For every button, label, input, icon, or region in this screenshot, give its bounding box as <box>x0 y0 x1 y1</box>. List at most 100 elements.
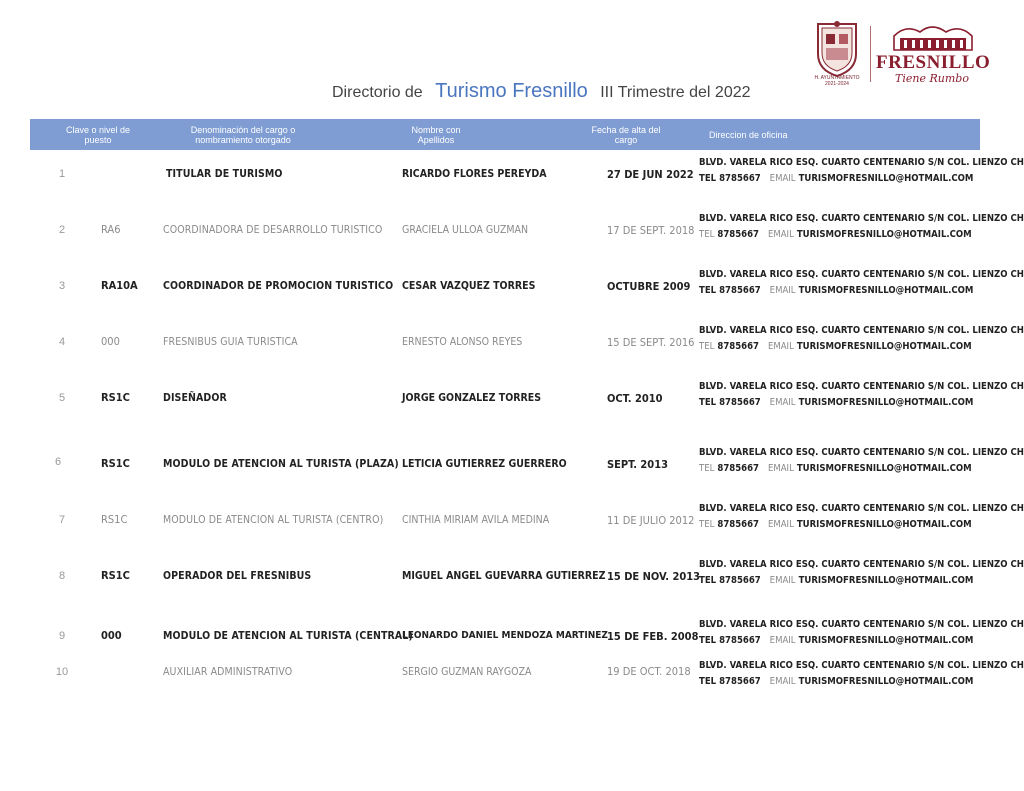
row-nombre: CESAR VAZQUEZ TORRES <box>402 280 536 292</box>
tel-value: 8785667 <box>717 341 760 352</box>
table-row: 2 RA6 COORDINADORA DE DESARROLLO TURISTI… <box>0 211 1024 251</box>
tel-label: TEL <box>699 229 715 240</box>
header-fecha: Fecha de alta del cargo <box>591 124 661 145</box>
title-suffix: III Trimestre del 2022 <box>600 84 751 101</box>
brand-logo: FRESNILLO Tiene Rumbo <box>876 22 990 92</box>
row-address: BLVD. VARELA RICO ESQ. CUARTO CENTENARIO… <box>699 559 1024 570</box>
email-label: EMAIL <box>767 519 794 530</box>
tel-value: 8785667 <box>719 173 761 184</box>
row-fecha: 15 DE SEPT. 2016 <box>607 336 695 349</box>
email-label: EMAIL <box>769 635 796 646</box>
row-contact: TEL 8785667 EMAIL TURISMOFRESNILLO@HOTMA… <box>699 633 1024 649</box>
tel-label: TEL <box>699 173 717 184</box>
header-nombre: Nombre con Apellidos <box>411 124 461 145</box>
row-cargo: AUXILIAR ADMINISTRATIVO <box>163 666 293 678</box>
tel-value: 8785667 <box>719 575 761 586</box>
table-row: 10 AUXILIAR ADMINISTRATIVO SERGIO GUZMAN… <box>0 658 1024 698</box>
row-nombre: LEONARDO DANIEL MENDOZA MARTINEZ <box>402 630 608 641</box>
tel-label: TEL <box>699 285 717 296</box>
row-direccion: BLVD. VARELA RICO ESQ. CUARTO CENTENARIO… <box>699 155 1024 187</box>
row-contact: TEL 8785667 EMAIL TURISMOFRESNILLO@HOTMA… <box>699 517 1024 533</box>
row-nombre: RICARDO FLORES PEREYDA <box>402 168 547 180</box>
row-fecha: OCTUBRE 2009 <box>607 280 691 293</box>
row-direccion: BLVD. VARELA RICO ESQ. CUARTO CENTENARIO… <box>699 267 1024 299</box>
row-clave: RS1C <box>101 457 130 470</box>
email-value: TURISMOFRESNILLO@HOTMAIL.COM <box>798 676 974 687</box>
row-nombre: SERGIO GUZMAN RAYGOZA <box>402 666 532 678</box>
tel-label: TEL <box>699 635 717 646</box>
table-row: 4 000 FRESNIBUS GUIA TURISTICA ERNESTO A… <box>0 323 1024 363</box>
email-value: TURISMOFRESNILLO@HOTMAIL.COM <box>796 463 972 474</box>
row-cargo: DISEÑADOR <box>163 392 227 404</box>
building-skyline-icon <box>893 26 973 51</box>
email-label: EMAIL <box>769 397 796 408</box>
email-value: TURISMOFRESNILLO@HOTMAIL.COM <box>798 173 974 184</box>
row-clave: RS1C <box>101 569 130 582</box>
row-cargo: MODULO DE ATENCION AL TURISTA (CENTRO) <box>163 514 384 526</box>
row-contact: TEL 8785667 EMAIL TURISMOFRESNILLO@HOTMA… <box>699 674 1024 690</box>
email-value: TURISMOFRESNILLO@HOTMAIL.COM <box>798 397 974 408</box>
row-contact: TEL 8785667 EMAIL TURISMOFRESNILLO@HOTMA… <box>699 227 1024 243</box>
row-clave: RA10A <box>101 279 138 292</box>
row-cargo: TITULAR DE TURISMO <box>166 168 283 180</box>
tel-value: 8785667 <box>717 229 760 240</box>
header-direccion: Direccion de oficina <box>709 129 788 140</box>
brand-slogan: Tiene Rumbo <box>895 72 969 85</box>
row-nombre: MIGUEL ANGEL GUEVARRA GUTIERREZ <box>402 570 606 582</box>
row-contact: TEL 8785667 EMAIL TURISMOFRESNILLO@HOTMA… <box>699 283 1024 299</box>
row-nombre: JORGE GONZALEZ TORRES <box>402 392 542 404</box>
row-number: 1 <box>58 168 66 180</box>
row-direccion: BLVD. VARELA RICO ESQ. CUARTO CENTENARIO… <box>699 323 1024 355</box>
row-fecha: 17 DE SEPT. 2018 <box>607 224 695 237</box>
row-fecha: SEPT. 2013 <box>607 458 668 471</box>
email-label: EMAIL <box>767 463 794 474</box>
row-number: 6 <box>54 456 62 468</box>
row-direccion: BLVD. VARELA RICO ESQ. CUARTO CENTENARIO… <box>699 211 1024 243</box>
row-cargo: MODULO DE ATENCION AL TURISTA (PLAZA) <box>163 458 399 470</box>
row-number: 3 <box>58 280 66 292</box>
row-number: 4 <box>58 336 66 348</box>
table-row: 8 RS1C OPERADOR DEL FRESNIBUS MIGUEL ANG… <box>0 557 1024 597</box>
row-fecha: OCT. 2010 <box>607 392 663 405</box>
table-row: 1 TITULAR DE TURISMO RICARDO FLORES PERE… <box>0 155 1024 195</box>
table-row: 3 RA10A COORDINADOR DE PROMOCION TURISTI… <box>0 267 1024 307</box>
email-value: TURISMOFRESNILLO@HOTMAIL.COM <box>798 285 974 296</box>
logo-area: H. AYUNTAMIENTO 2021-2024 FRESNILLO Tien… <box>812 20 992 90</box>
seal-text: H. AYUNTAMIENTO 2021-2024 <box>814 75 860 87</box>
row-cargo: MODULO DE ATENCION AL TURISTA (CENTRAL) <box>163 630 413 642</box>
table-row: 9 000 MODULO DE ATENCION AL TURISTA (CEN… <box>0 617 1024 657</box>
tel-value: 8785667 <box>719 676 761 687</box>
title-prefix: Directorio de <box>332 84 423 101</box>
row-address: BLVD. VARELA RICO ESQ. CUARTO CENTENARIO… <box>699 269 1024 280</box>
row-number: 8 <box>58 570 66 582</box>
row-number: 10 <box>55 666 69 678</box>
tel-label: TEL <box>699 463 715 474</box>
tel-label: TEL <box>699 575 717 586</box>
tel-label: TEL <box>699 519 715 530</box>
row-cargo: COORDINADOR DE PROMOCION TURISTICO <box>163 280 394 292</box>
row-direccion: BLVD. VARELA RICO ESQ. CUARTO CENTENARIO… <box>699 658 1024 690</box>
tel-value: 8785667 <box>719 635 761 646</box>
municipal-seal-icon <box>817 21 857 78</box>
email-label: EMAIL <box>769 285 796 296</box>
row-fecha: 15 DE FEB. 2008 <box>607 630 699 643</box>
row-direccion: BLVD. VARELA RICO ESQ. CUARTO CENTENARIO… <box>699 617 1024 649</box>
row-address: BLVD. VARELA RICO ESQ. CUARTO CENTENARIO… <box>699 325 1024 336</box>
email-label: EMAIL <box>767 229 794 240</box>
tel-label: TEL <box>699 676 717 687</box>
table-row: 6 RS1C MODULO DE ATENCION AL TURISTA (PL… <box>0 445 1024 485</box>
row-direccion: BLVD. VARELA RICO ESQ. CUARTO CENTENARIO… <box>699 501 1024 533</box>
row-direccion: BLVD. VARELA RICO ESQ. CUARTO CENTENARIO… <box>699 445 1024 477</box>
row-clave: RS1C <box>101 391 130 404</box>
tel-value: 8785667 <box>719 397 761 408</box>
tel-value: 8785667 <box>717 519 760 530</box>
page-title: Directorio de Turismo Fresnillo III Trim… <box>332 80 751 103</box>
row-contact: TEL 8785667 EMAIL TURISMOFRESNILLO@HOTMA… <box>699 461 1024 477</box>
row-cargo: COORDINADORA DE DESARROLLO TURISTICO <box>163 224 383 236</box>
logo-divider <box>870 26 871 82</box>
row-number: 2 <box>58 224 66 236</box>
row-clave: 000 <box>101 629 122 642</box>
row-address: BLVD. VARELA RICO ESQ. CUARTO CENTENARIO… <box>699 660 1024 671</box>
tel-value: 8785667 <box>719 285 761 296</box>
